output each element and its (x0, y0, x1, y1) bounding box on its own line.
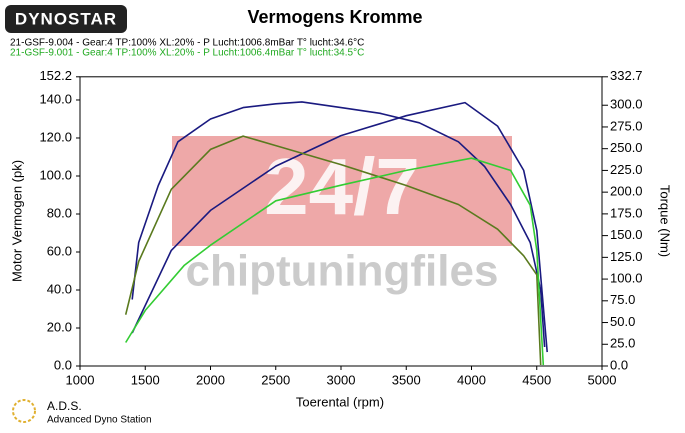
x-tick-label: 1500 (131, 372, 160, 387)
y-tick-label: 100.0 (39, 167, 72, 182)
chart-title: Vermogens Kromme (247, 7, 422, 27)
x-tick-label: 2500 (261, 372, 290, 387)
y2-tick-label: 25.0 (610, 336, 635, 351)
y2-tick-label: 75.0 (610, 292, 635, 307)
x-tick-label: 1000 (66, 372, 95, 387)
series-line (125, 157, 545, 366)
y-tick-label: 40.0 (47, 281, 72, 296)
x-tick-label: 2000 (196, 372, 225, 387)
y-axis-title: Motor Vermogen (pk) (9, 160, 24, 282)
x-tick-label: 3000 (327, 372, 356, 387)
y2-tick-label: 275.0 (610, 118, 643, 133)
y-tick-label: 140.0 (39, 91, 72, 106)
y2-tick-label: 225.0 (610, 162, 643, 177)
y-tick-label: 60.0 (47, 243, 72, 258)
y2-tick-label: 100.0 (610, 271, 643, 286)
x-tick-label: 4500 (522, 372, 551, 387)
series-line (131, 101, 546, 348)
y2-tick-label: 250.0 (610, 140, 643, 155)
y2-tick-label: 300.0 (610, 97, 643, 112)
series-line (131, 101, 548, 353)
watermark: 24/7 (264, 142, 420, 231)
logo-box (5, 5, 127, 33)
y-tick-label: 80.0 (47, 205, 72, 220)
watermark-box (172, 136, 512, 246)
y2-tick-label: 50.0 (610, 314, 635, 329)
y2-tick-label: 150.0 (610, 227, 643, 242)
y2-tick-label: 175.0 (610, 205, 643, 220)
x-tick-label: 5000 (588, 372, 617, 387)
y-tick-label: 120.0 (39, 129, 72, 144)
watermark: chiptuningfiles (186, 247, 499, 296)
footer-logo (12, 399, 36, 423)
y2-tick-label: 332.7 (610, 68, 643, 83)
y-tick-label: 20.0 (47, 319, 72, 334)
x-tick-label: 4000 (457, 372, 486, 387)
logo: DYNOSTAR (15, 9, 117, 28)
footer: Advanced Dyno Station (47, 415, 152, 426)
y-tick-label: 152.2 (39, 68, 72, 83)
legend-entry: 21-GSF-9.004 - Gear:4 TP:100% XL:20% - P… (10, 38, 364, 49)
legend-entry: 21-GSF-9.001 - Gear:4 TP:100% XL:20% - P… (10, 48, 364, 59)
y2-tick-label: 0.0 (610, 357, 628, 372)
footer: A.D.S. (47, 399, 82, 413)
y2-tick-label: 125.0 (610, 249, 643, 264)
series-line (124, 135, 542, 366)
x-tick-label: 3500 (392, 372, 421, 387)
y2-axis-title: Torque (Nm) (658, 185, 673, 257)
y2-tick-label: 200.0 (610, 184, 643, 199)
y-tick-label: 0.0 (54, 357, 72, 372)
x-axis-title: Toerental (rpm) (296, 394, 384, 409)
